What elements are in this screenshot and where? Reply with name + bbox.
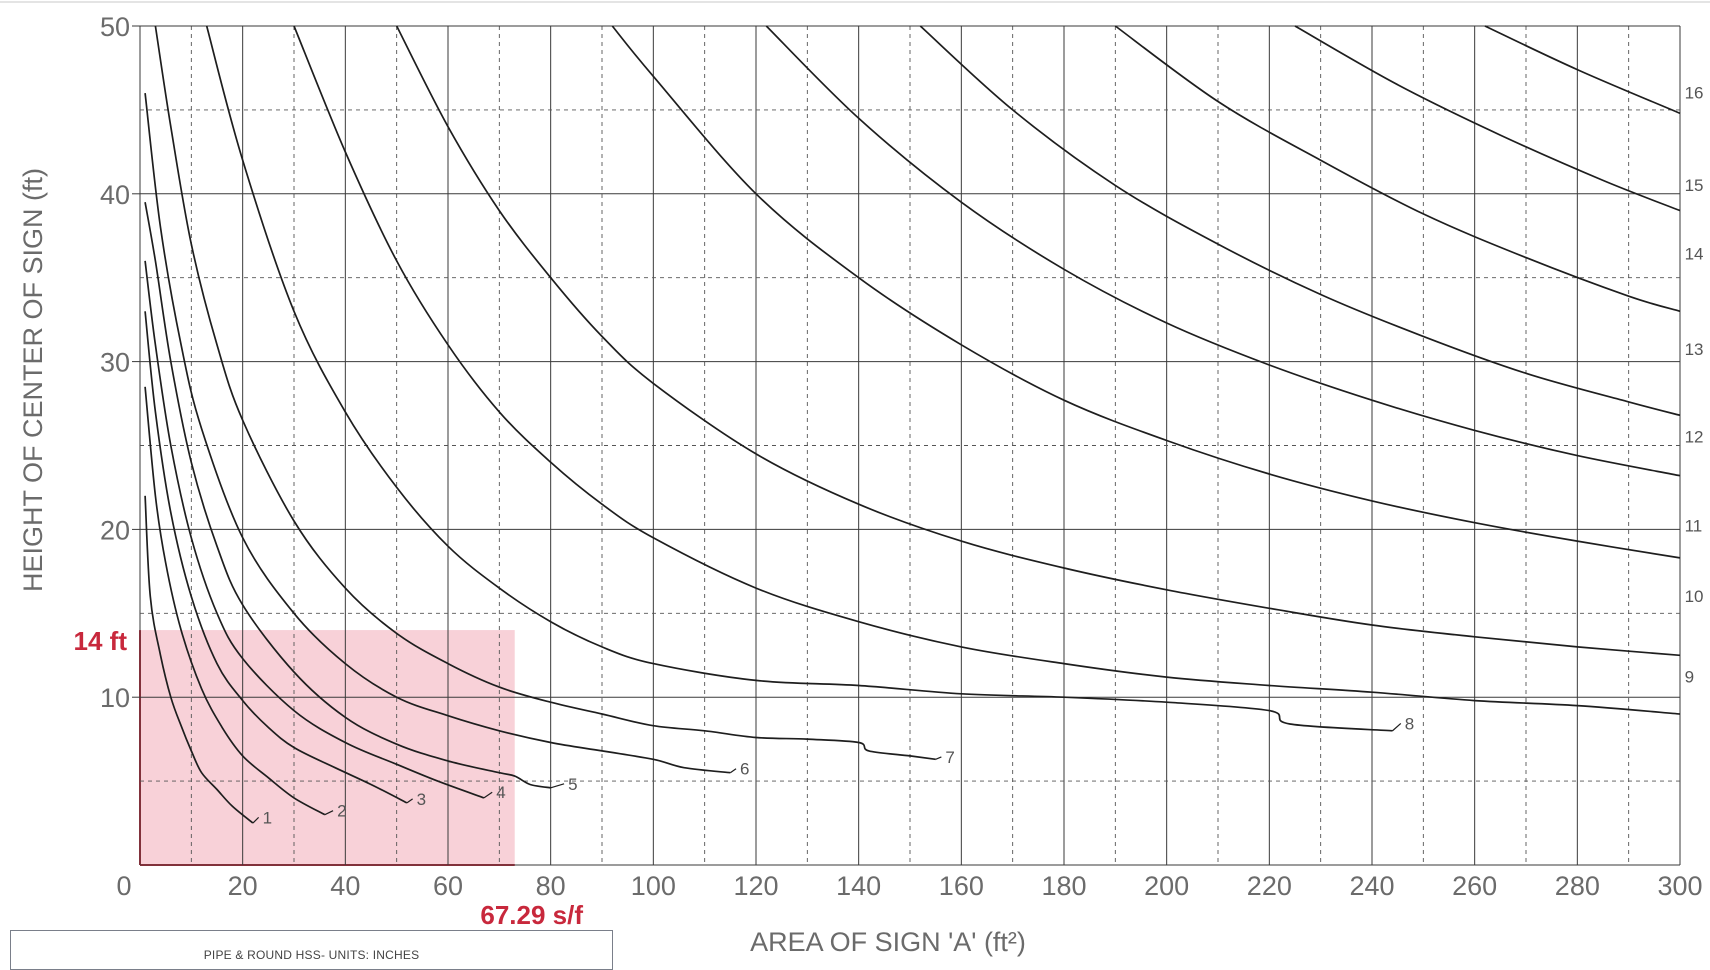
curve-3 [144, 311, 408, 804]
curve-13 [919, 25, 1681, 417]
curve-6 [144, 93, 731, 774]
curve-9 [293, 25, 1681, 715]
y-tick-label-30: 30 [100, 348, 130, 378]
curve-8-leader [1392, 722, 1402, 732]
curve-label-9: 9 [1685, 667, 1694, 686]
curve-7-leader [935, 756, 942, 760]
y-axis-title: HEIGHT OF CENTER OF SIGN (ft) [18, 168, 48, 592]
curve-label-12: 12 [1685, 427, 1704, 446]
x-tick-label-260: 260 [1452, 871, 1497, 901]
x-tick-label-180: 180 [1041, 871, 1086, 901]
y-tick-label-20: 20 [100, 515, 130, 545]
x-tick-label-140: 140 [836, 871, 881, 901]
x-tick-label-200: 200 [1144, 871, 1189, 901]
curve-label-13: 13 [1685, 340, 1704, 359]
curve-label-8: 8 [1405, 714, 1414, 733]
x-tick-label-240: 240 [1349, 871, 1394, 901]
curve-2 [144, 386, 326, 816]
curve-5-leader [550, 783, 565, 789]
legend-box: PIPE & ROUND HSS- UNITS: INCHES [10, 930, 613, 970]
x-tick-label-20: 20 [228, 871, 258, 901]
y-tick-label-10: 10 [100, 683, 130, 713]
curve-label-5: 5 [568, 775, 577, 794]
curve-1 [144, 495, 254, 824]
x-tick-label-280: 280 [1555, 871, 1600, 901]
curve-2-leader [324, 810, 334, 816]
y-tick-label-40: 40 [100, 180, 130, 210]
legend-title: PIPE & ROUND HSS- UNITS: INCHES [203, 948, 420, 962]
x-tick-label-80: 80 [536, 871, 566, 901]
curve-10 [395, 25, 1681, 657]
x-tick-label-120: 120 [733, 871, 778, 901]
curve-label-4: 4 [496, 783, 505, 802]
curve-label-16: 16 [1685, 83, 1704, 102]
curve-7 [154, 25, 936, 761]
x-tick-label-300: 300 [1657, 871, 1702, 901]
curve-label-10: 10 [1685, 587, 1704, 606]
curve-label-6: 6 [740, 760, 749, 779]
x-tick-label-160: 160 [939, 871, 984, 901]
curve-4 [144, 260, 485, 799]
height-annotation: 14 ft [74, 626, 128, 656]
curve-label-14: 14 [1685, 245, 1704, 264]
x-tick-label-0: 0 [116, 871, 131, 901]
curve-11 [611, 25, 1681, 559]
y-tick-label-50: 50 [100, 12, 130, 42]
curve-label-15: 15 [1685, 176, 1704, 195]
curve-3-leader [406, 798, 413, 804]
curve-6-leader [729, 768, 737, 774]
curve-label-1: 1 [263, 808, 272, 827]
curve-label-3: 3 [417, 790, 426, 809]
curve-4-leader [483, 791, 493, 799]
curve-1-leader [252, 816, 260, 824]
x-tick-label-100: 100 [631, 871, 676, 901]
curve-label-11: 11 [1685, 516, 1703, 535]
area-annotation: 67.29 s/f [480, 900, 583, 930]
x-tick-label-40: 40 [330, 871, 360, 901]
curve-label-2: 2 [337, 802, 346, 821]
curve-14 [1114, 25, 1681, 313]
curve-5 [144, 202, 551, 789]
x-tick-label-220: 220 [1247, 871, 1292, 901]
curve-12 [765, 25, 1681, 477]
highlight-region [140, 630, 515, 865]
curve-15 [1294, 25, 1681, 212]
x-axis-title: AREA OF SIGN 'A' (ft²) [750, 927, 1026, 957]
curve-8 [205, 25, 1393, 732]
curve-label-7: 7 [945, 748, 954, 767]
curve-16 [1484, 25, 1681, 115]
x-tick-label-60: 60 [433, 871, 463, 901]
